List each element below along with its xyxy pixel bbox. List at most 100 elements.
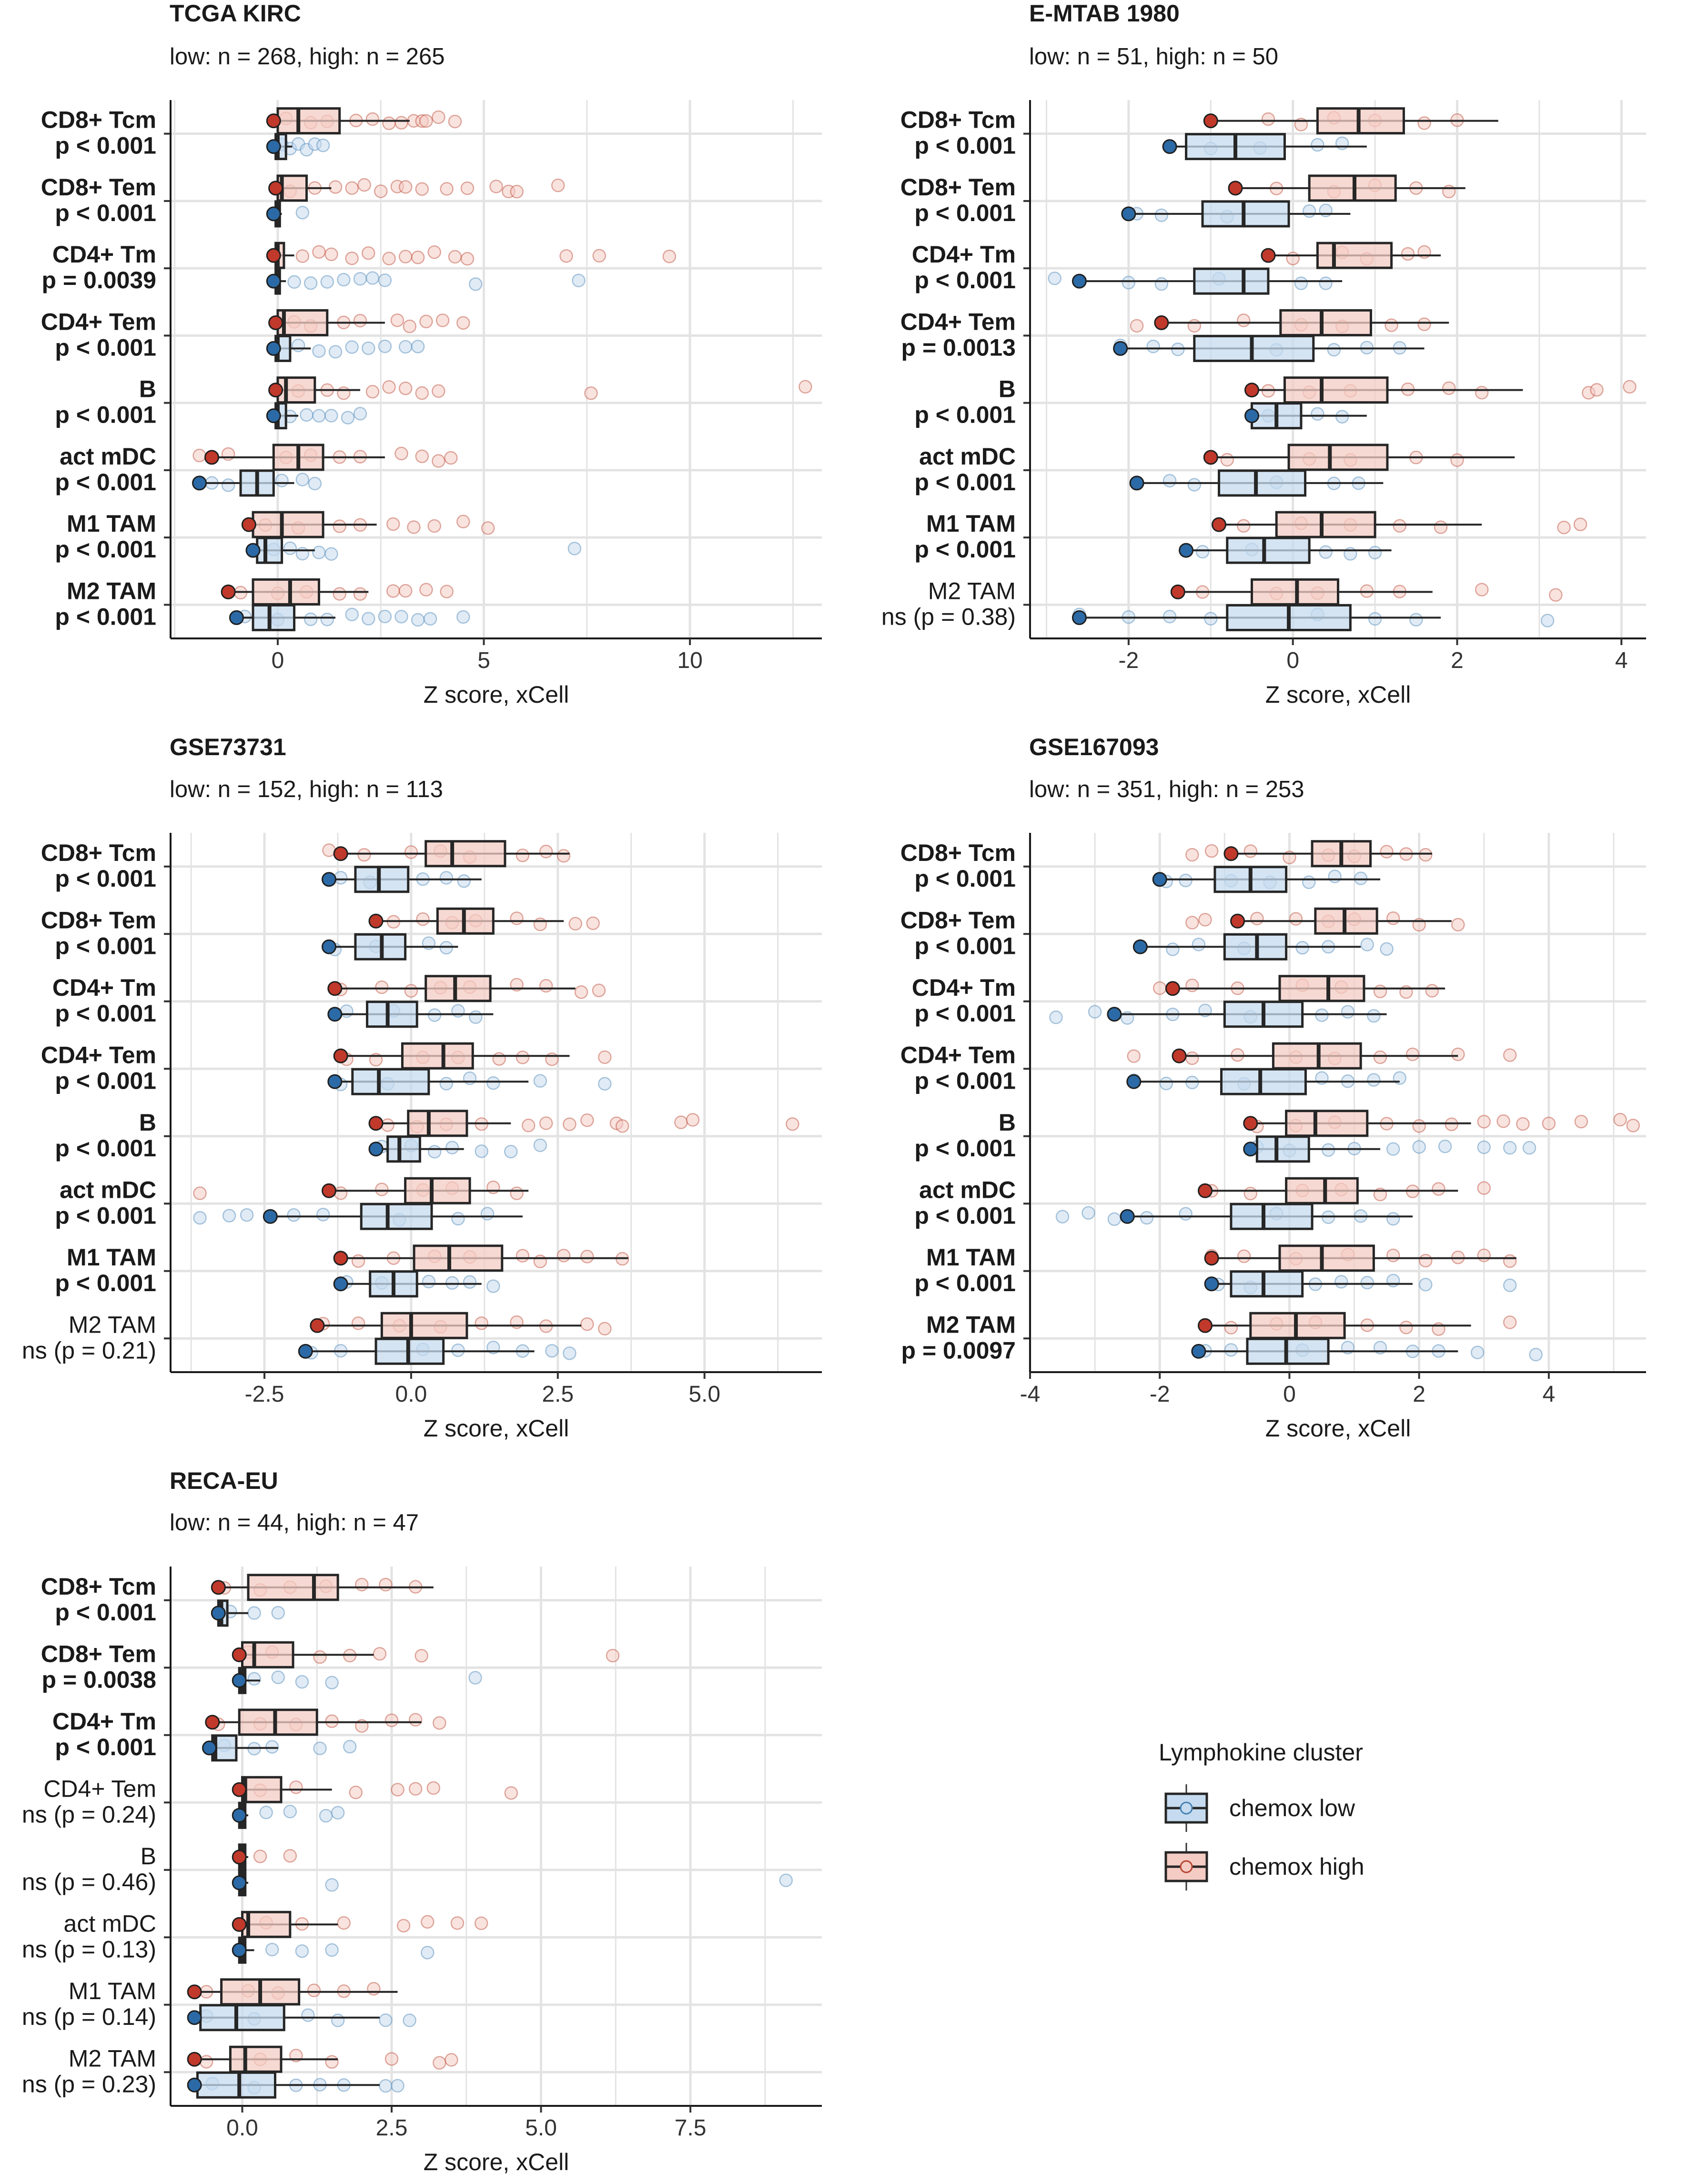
- box-iqr: [1255, 1135, 1310, 1163]
- data-point: [539, 845, 553, 859]
- cluster-point: [310, 1318, 325, 1333]
- x-tick-label: 7.5: [675, 2115, 707, 2141]
- data-point: [457, 874, 471, 888]
- data-point: [275, 474, 289, 487]
- x-tick-label: 2: [1451, 648, 1464, 673]
- data-point: [295, 1675, 309, 1689]
- box-iqr: [252, 604, 296, 631]
- data-point: [551, 178, 565, 192]
- data-point: [1503, 1048, 1517, 1062]
- data-point: [340, 1004, 354, 1018]
- data-point: [1418, 1254, 1433, 1268]
- box-iqr: [256, 536, 283, 564]
- box-low: [187, 2004, 416, 2032]
- data-point: [1319, 545, 1333, 559]
- data-point: [510, 911, 524, 925]
- data-point: [403, 2013, 416, 2027]
- cluster-point: [1243, 1116, 1258, 1131]
- data-point: [382, 252, 396, 265]
- row-pvalue: p < 0.001: [55, 469, 156, 495]
- data-point: [451, 1212, 465, 1226]
- data-point: [1315, 1008, 1329, 1022]
- cluster-point: [268, 181, 283, 196]
- data-point: [325, 1878, 339, 1892]
- data-point: [475, 1316, 488, 1330]
- data-point: [375, 980, 389, 994]
- data-point: [378, 609, 392, 624]
- data-point: [1192, 938, 1206, 951]
- data-point: [312, 245, 326, 259]
- data-point: [1425, 984, 1439, 998]
- x-tick-label: 2.5: [376, 2115, 408, 2141]
- row-label: CD8+ Tcm: [41, 107, 156, 133]
- data-point: [1393, 519, 1407, 533]
- box-iqr: [1283, 376, 1389, 404]
- box-low: [211, 1599, 285, 1627]
- data-point: [283, 1849, 297, 1863]
- box-iqr: [351, 1068, 430, 1095]
- box-iqr: [413, 1244, 504, 1272]
- box-low: [1152, 866, 1380, 893]
- data-point: [379, 1577, 393, 1592]
- cluster-point: [1243, 1142, 1258, 1157]
- cluster-point: [1126, 1074, 1142, 1089]
- data-point: [1417, 116, 1431, 130]
- data-point: [1368, 546, 1382, 560]
- cluster-point: [1204, 1276, 1219, 1292]
- data-point: [510, 1186, 524, 1200]
- data-point: [460, 252, 475, 266]
- row-pvalue: p < 0.001: [55, 1000, 156, 1027]
- box-low: [193, 1203, 523, 1230]
- box-iqr: [1201, 200, 1290, 228]
- data-point: [379, 2079, 393, 2093]
- cluster-point: [1121, 206, 1136, 222]
- cluster-point: [322, 939, 337, 954]
- data-point: [1243, 1186, 1258, 1201]
- cluster-point: [232, 1942, 247, 1958]
- panel-subtitle: low: n = 51, high: n = 50: [1029, 44, 1278, 70]
- box-high: [232, 1911, 488, 1938]
- data-point: [353, 587, 367, 601]
- box-iqr: [252, 578, 320, 606]
- data-point: [592, 983, 606, 997]
- data-point: [325, 1943, 339, 1957]
- data-point: [1154, 277, 1169, 291]
- row-label: B: [139, 376, 156, 403]
- data-point: [312, 409, 326, 423]
- panel-title: TCGA KIRC: [170, 0, 301, 27]
- data-point: [1130, 319, 1144, 333]
- row-pvalue: p = 0.0038: [42, 1666, 156, 1693]
- box-high: [1170, 578, 1563, 606]
- cluster-point: [232, 1782, 247, 1797]
- box-low: [266, 267, 586, 295]
- data-point: [1496, 1114, 1510, 1128]
- data-point: [533, 917, 547, 931]
- data-point: [1386, 1142, 1400, 1156]
- data-point: [301, 2008, 315, 2022]
- data-point: [1417, 317, 1431, 331]
- box-iqr: [196, 2071, 276, 2099]
- data-point: [1187, 319, 1202, 333]
- data-point: [351, 1316, 365, 1330]
- data-point: [325, 1676, 339, 1689]
- data-point: [379, 2013, 393, 2027]
- data-point: [1154, 208, 1169, 222]
- data-point: [1152, 981, 1167, 995]
- data-point: [1360, 938, 1374, 951]
- data-point: [1166, 942, 1180, 956]
- box-iqr: [380, 1312, 468, 1339]
- data-point: [259, 1805, 273, 1820]
- data-point: [1179, 873, 1193, 888]
- cluster-point: [1172, 1048, 1187, 1063]
- box-iqr: [1250, 578, 1339, 606]
- data-point: [381, 1118, 394, 1132]
- box-low: [1132, 933, 1394, 961]
- data-point: [193, 1211, 207, 1225]
- data-point: [334, 1186, 348, 1200]
- x-tick-label: 5.0: [688, 1382, 720, 1407]
- box-low: [232, 1667, 482, 1694]
- data-point: [1574, 1114, 1588, 1129]
- box-low: [368, 1135, 547, 1163]
- row-label: CD8+ Tem: [41, 1640, 156, 1667]
- cluster-point: [232, 1850, 247, 1865]
